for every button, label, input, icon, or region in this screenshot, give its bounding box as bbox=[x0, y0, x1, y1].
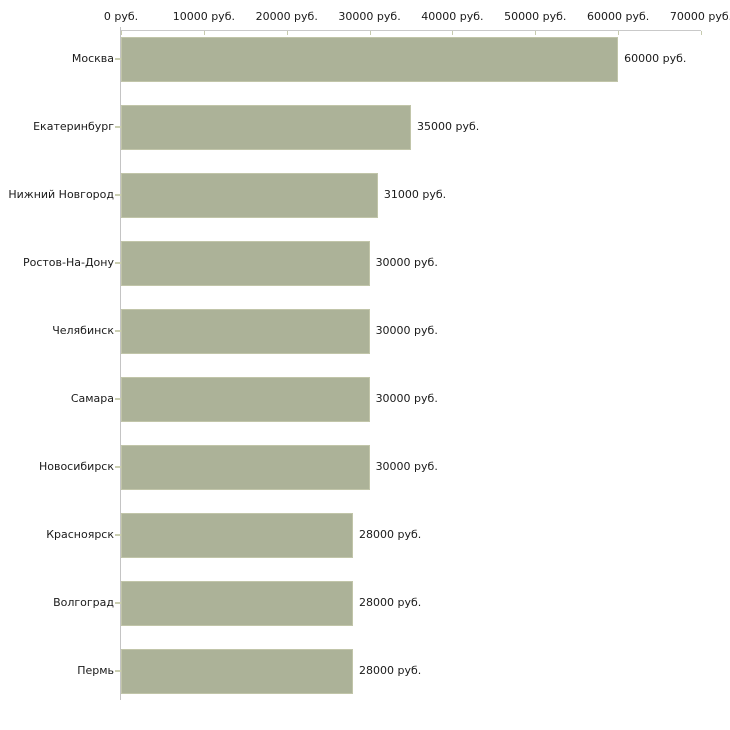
x-tick-label: 10000 руб. bbox=[172, 10, 235, 23]
value-label: 28000 руб. bbox=[359, 596, 422, 609]
category-label: Ростов-На-Дону bbox=[22, 256, 114, 269]
category-tick-mark bbox=[115, 602, 121, 604]
category-tick-mark bbox=[115, 58, 121, 60]
value-label: 30000 руб. bbox=[375, 324, 438, 337]
x-tick-mark bbox=[287, 31, 288, 35]
bar bbox=[121, 648, 353, 694]
category-tick-mark bbox=[115, 670, 121, 672]
category-tick-mark bbox=[115, 534, 121, 536]
bar bbox=[121, 172, 378, 218]
value-label: 30000 руб. bbox=[375, 460, 438, 473]
bar bbox=[121, 36, 619, 82]
category-label: Самара bbox=[70, 392, 114, 405]
category-tick-mark bbox=[115, 126, 121, 128]
x-tick-label: 30000 руб. bbox=[338, 10, 401, 23]
x-tick-mark bbox=[121, 31, 122, 35]
value-label: 35000 руб. bbox=[417, 120, 480, 133]
x-tick-mark bbox=[204, 31, 205, 35]
category-tick-mark bbox=[115, 466, 121, 468]
bar bbox=[121, 308, 370, 354]
x-tick-label: 50000 руб. bbox=[504, 10, 567, 23]
x-tick-label: 0 руб. bbox=[103, 10, 139, 23]
y-axis-line bbox=[120, 27, 121, 700]
x-tick-mark bbox=[452, 31, 453, 35]
x-tick-label: 40000 руб. bbox=[421, 10, 484, 23]
category-label: Челябинск bbox=[52, 324, 114, 337]
category-label: Москва bbox=[71, 52, 114, 65]
x-tick-mark bbox=[618, 31, 619, 35]
bar bbox=[121, 240, 370, 286]
value-label: 28000 руб. bbox=[359, 664, 422, 677]
category-tick-mark bbox=[115, 194, 121, 196]
value-label: 60000 руб. bbox=[624, 52, 687, 65]
category-label: Волгоград bbox=[53, 596, 114, 609]
category-tick-mark bbox=[115, 330, 121, 332]
bar bbox=[121, 444, 370, 490]
value-label: 28000 руб. bbox=[359, 528, 422, 541]
bar bbox=[121, 580, 353, 626]
x-tick-mark bbox=[701, 31, 702, 35]
category-tick-mark bbox=[115, 398, 121, 400]
bar bbox=[121, 104, 411, 150]
category-label: Пермь bbox=[77, 664, 114, 677]
x-tick-mark bbox=[535, 31, 536, 35]
value-label: 31000 руб. bbox=[383, 188, 447, 201]
category-label: Красноярск bbox=[46, 528, 114, 541]
x-tick-mark bbox=[370, 31, 371, 35]
category-label: Новосибирск bbox=[38, 460, 114, 473]
x-tick-label: 70000 руб. bbox=[669, 10, 730, 23]
category-tick-mark bbox=[115, 262, 121, 264]
x-tick-label: 60000 руб. bbox=[587, 10, 650, 23]
category-label: Екатеринбург bbox=[33, 120, 114, 133]
value-label: 30000 руб. bbox=[375, 392, 438, 405]
value-label: 30000 руб. bbox=[375, 256, 438, 269]
category-label: Нижний Новгород bbox=[8, 188, 114, 201]
x-axis-line bbox=[121, 30, 701, 31]
bar bbox=[121, 376, 370, 422]
bar bbox=[121, 512, 353, 558]
x-tick-label: 20000 руб. bbox=[255, 10, 318, 23]
